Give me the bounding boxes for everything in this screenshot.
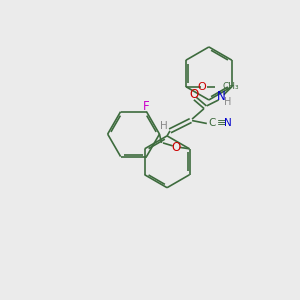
Text: O: O xyxy=(172,141,181,154)
Text: C: C xyxy=(209,118,216,128)
Text: H: H xyxy=(160,122,167,131)
Text: F: F xyxy=(143,100,150,113)
Text: N: N xyxy=(224,118,231,128)
Text: O: O xyxy=(189,88,198,100)
Text: N: N xyxy=(217,91,226,103)
Text: H: H xyxy=(224,97,232,107)
Text: CH₃: CH₃ xyxy=(222,82,239,91)
Text: ≡: ≡ xyxy=(217,118,226,128)
Text: O: O xyxy=(198,82,206,92)
